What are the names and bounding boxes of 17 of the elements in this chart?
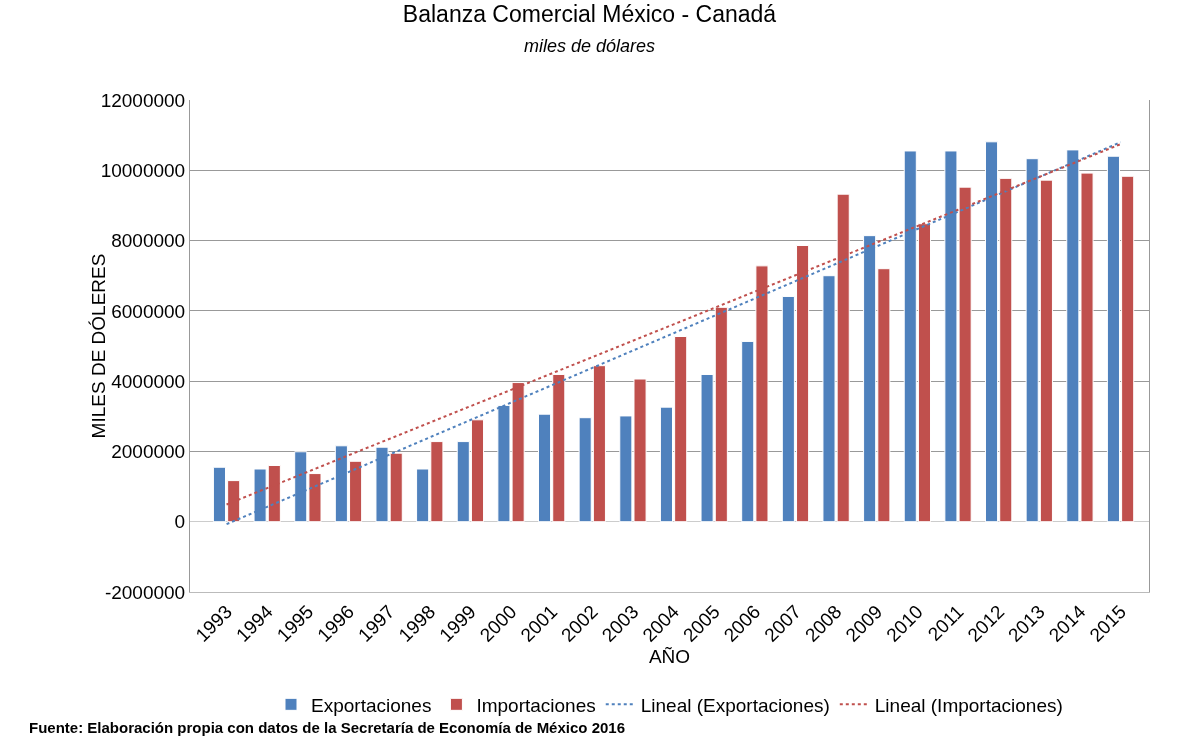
y-tick-label: -2000000 [104, 581, 186, 603]
y-tick-label: 6000000 [111, 300, 186, 322]
y-tick-label: 10000000 [100, 159, 186, 181]
y-tick-label: 12000000 [100, 89, 186, 111]
y-tick-label: 4000000 [111, 370, 186, 392]
y-axis-title: MILES DE DÓLERES [88, 253, 110, 439]
y-tick-label: 0 [174, 511, 186, 533]
legend-label: Importaciones [476, 694, 596, 716]
chart-title: Balanza Comercial México - Canadá [402, 1, 777, 28]
y-tick-label: 2000000 [111, 441, 186, 463]
legend-label: Lineal (Importaciones) [874, 694, 1063, 716]
x-axis-title: AÑO [648, 645, 691, 667]
source-note: Fuente: Elaboración propia con datos de la Secretaría de Economía de México 2016 [29, 719, 626, 736]
legend-label: Lineal (Exportaciones) [640, 694, 830, 716]
y-tick-label: 8000000 [111, 230, 186, 252]
legend-label: Exportaciones [311, 694, 432, 716]
chart-subtitle: miles de dólares [523, 36, 656, 57]
